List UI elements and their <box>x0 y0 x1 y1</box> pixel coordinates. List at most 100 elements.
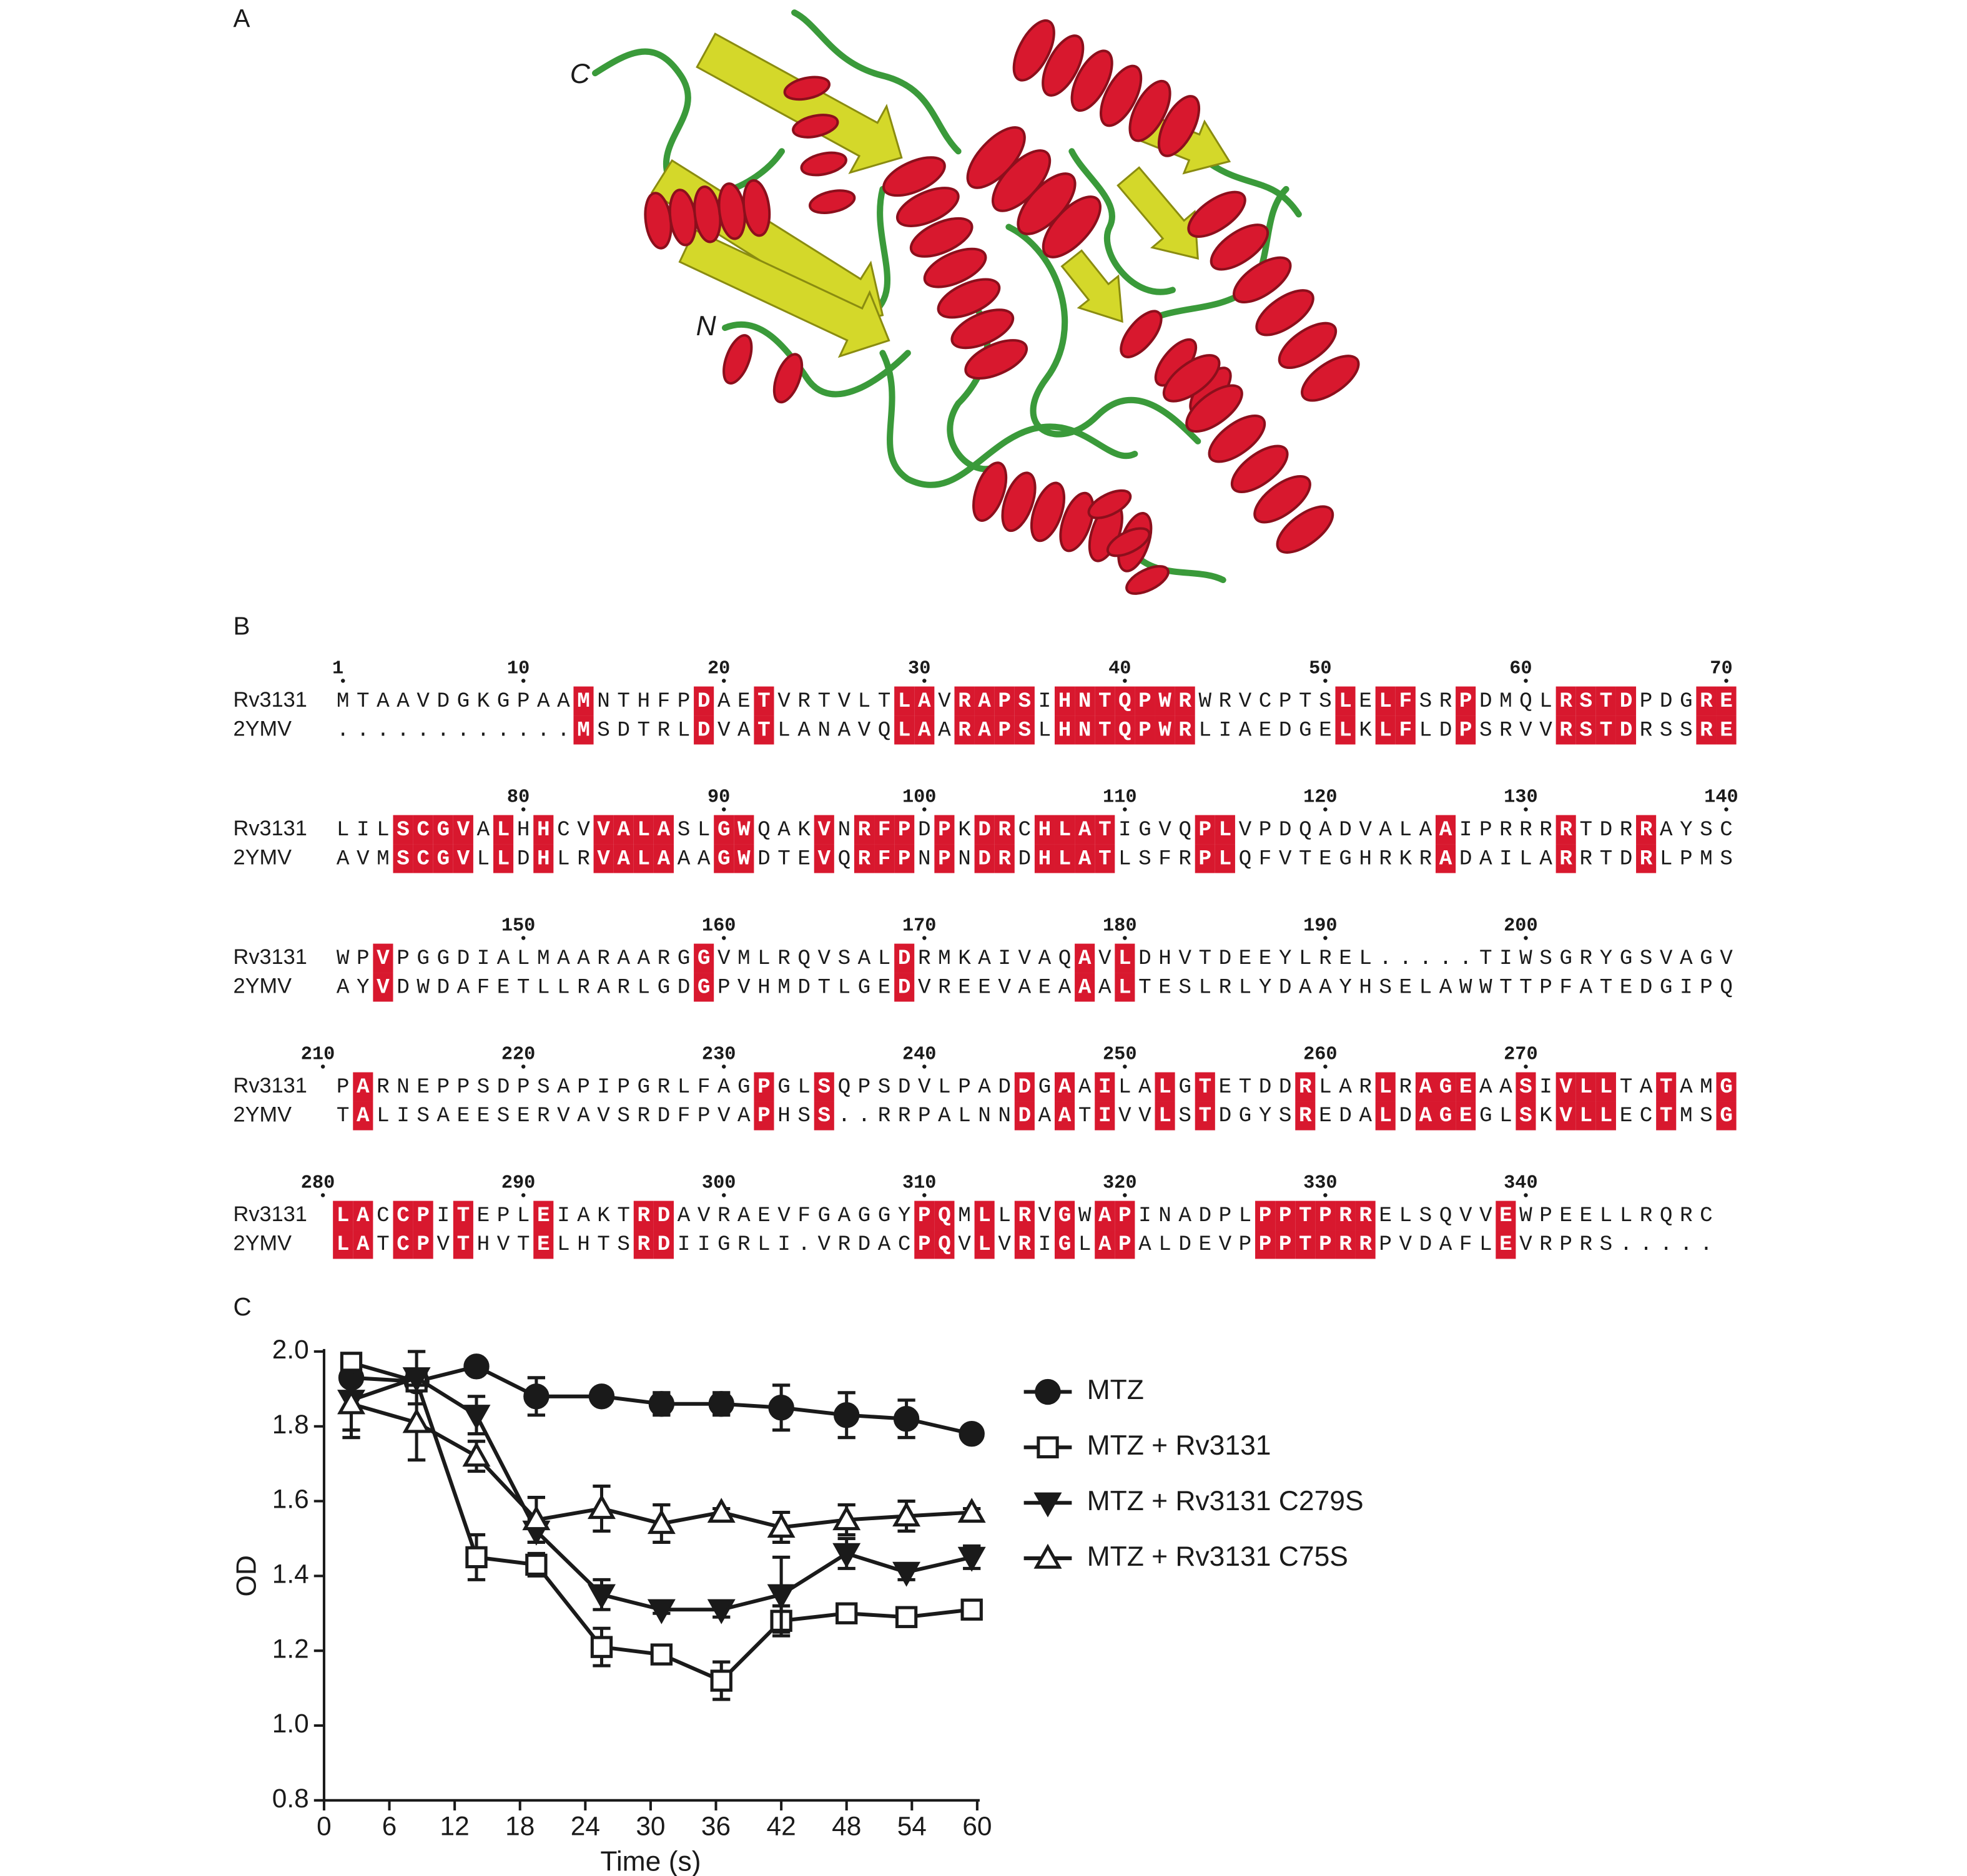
residue: P <box>1479 818 1492 842</box>
identity-box <box>1716 686 1737 716</box>
identity-box <box>413 815 433 845</box>
residue: P <box>1459 689 1472 714</box>
residue: T <box>1078 1104 1092 1128</box>
residue: I <box>1038 1232 1052 1257</box>
residue: A <box>1098 975 1112 999</box>
legend-label: MTZ + Rv3131 C279S <box>1087 1486 1364 1516</box>
position-dot <box>1524 1064 1528 1069</box>
marker <box>957 1498 986 1523</box>
identity-box <box>1175 686 1195 716</box>
marker <box>834 1402 860 1428</box>
residue: K <box>1359 718 1372 742</box>
residue: R <box>1559 847 1572 871</box>
identity-box <box>1095 1201 1115 1230</box>
residue: I <box>477 946 490 971</box>
residue: M <box>577 689 590 714</box>
position-dot <box>722 679 726 683</box>
residue: V <box>1239 818 1252 842</box>
residue: T <box>1620 1075 1633 1099</box>
identity-box <box>1295 1072 1316 1102</box>
residue: R <box>737 1232 751 1257</box>
residue: P <box>918 1104 931 1128</box>
residue: T <box>1198 1075 1211 1099</box>
residue: Q <box>1660 1204 1673 1228</box>
residue: D <box>1339 818 1352 842</box>
residue: E <box>1499 1232 1512 1257</box>
loop <box>1207 160 1302 218</box>
legend-marker <box>1033 1492 1062 1518</box>
x-tick-label: 36 <box>701 1811 731 1840</box>
residue: G <box>717 1232 731 1257</box>
residue: G <box>1439 1075 1452 1099</box>
marker <box>767 1584 796 1609</box>
residue: T <box>1138 975 1151 999</box>
residue: Y <box>1279 946 1292 971</box>
position-number: 80 <box>507 787 530 808</box>
residue: M <box>1700 1075 1713 1099</box>
residue: H <box>577 1232 590 1257</box>
residue: L <box>1038 718 1052 742</box>
identity-box <box>333 1230 353 1259</box>
identity-box <box>814 1072 834 1102</box>
protein-structure <box>592 9 1360 595</box>
residue: S <box>1600 1232 1613 1257</box>
residue: E <box>1319 718 1332 742</box>
residue: S <box>537 1075 550 1099</box>
position-number: 70 <box>1710 658 1732 679</box>
residue: V <box>1519 718 1532 742</box>
residue: Q <box>1178 818 1191 842</box>
residue: A <box>638 946 651 971</box>
residue: S <box>1579 718 1592 742</box>
position-dot <box>1123 1064 1127 1069</box>
identity-box <box>1195 1072 1215 1102</box>
residue: I <box>1098 1075 1112 1099</box>
residue: G <box>497 689 510 714</box>
residue: D <box>1660 689 1673 714</box>
residue: V <box>717 718 731 742</box>
residue: L <box>1319 1075 1332 1099</box>
residue: G <box>1720 1104 1733 1128</box>
residue: A <box>717 1075 731 1099</box>
residue: E <box>1559 1204 1572 1228</box>
identity-box <box>393 1230 413 1259</box>
residue: T <box>1299 847 1312 871</box>
residue: P <box>1279 1232 1292 1257</box>
residue: V <box>817 847 831 871</box>
residue: A <box>357 1075 370 1099</box>
residue: S <box>1018 689 1032 714</box>
residue: V <box>858 718 871 742</box>
residue: Y <box>1680 818 1693 842</box>
marker <box>522 1505 551 1531</box>
marker <box>832 1543 861 1568</box>
residue: S <box>1680 718 1693 742</box>
residue: R <box>1640 847 1653 871</box>
loop <box>879 350 1138 488</box>
residue: D <box>436 689 450 714</box>
residue: R <box>777 946 791 971</box>
residue: S <box>838 946 851 971</box>
residue: R <box>838 1232 851 1257</box>
residue: P <box>1539 1204 1552 1228</box>
residue: D <box>1439 718 1452 742</box>
residue: N <box>918 847 931 871</box>
residue: A <box>357 1232 370 1257</box>
residue: A <box>557 689 570 714</box>
position-dot <box>922 1064 927 1069</box>
residue: S <box>1640 946 1653 971</box>
residue: L <box>1620 1204 1633 1228</box>
identity-box <box>1155 686 1175 716</box>
residue: P <box>998 689 1011 714</box>
helix-turn <box>1087 489 1132 519</box>
residue: H <box>1038 847 1052 871</box>
identity-box <box>453 1230 473 1259</box>
residue: D <box>1419 1232 1432 1257</box>
residue: W <box>417 975 430 999</box>
residue: G <box>417 946 430 971</box>
residue: L <box>678 1075 691 1099</box>
residue: R <box>1178 689 1191 714</box>
identity-box <box>1315 1201 1336 1230</box>
residue: L <box>517 1204 530 1228</box>
residue: P <box>617 1075 630 1099</box>
residue: . <box>1439 946 1452 971</box>
